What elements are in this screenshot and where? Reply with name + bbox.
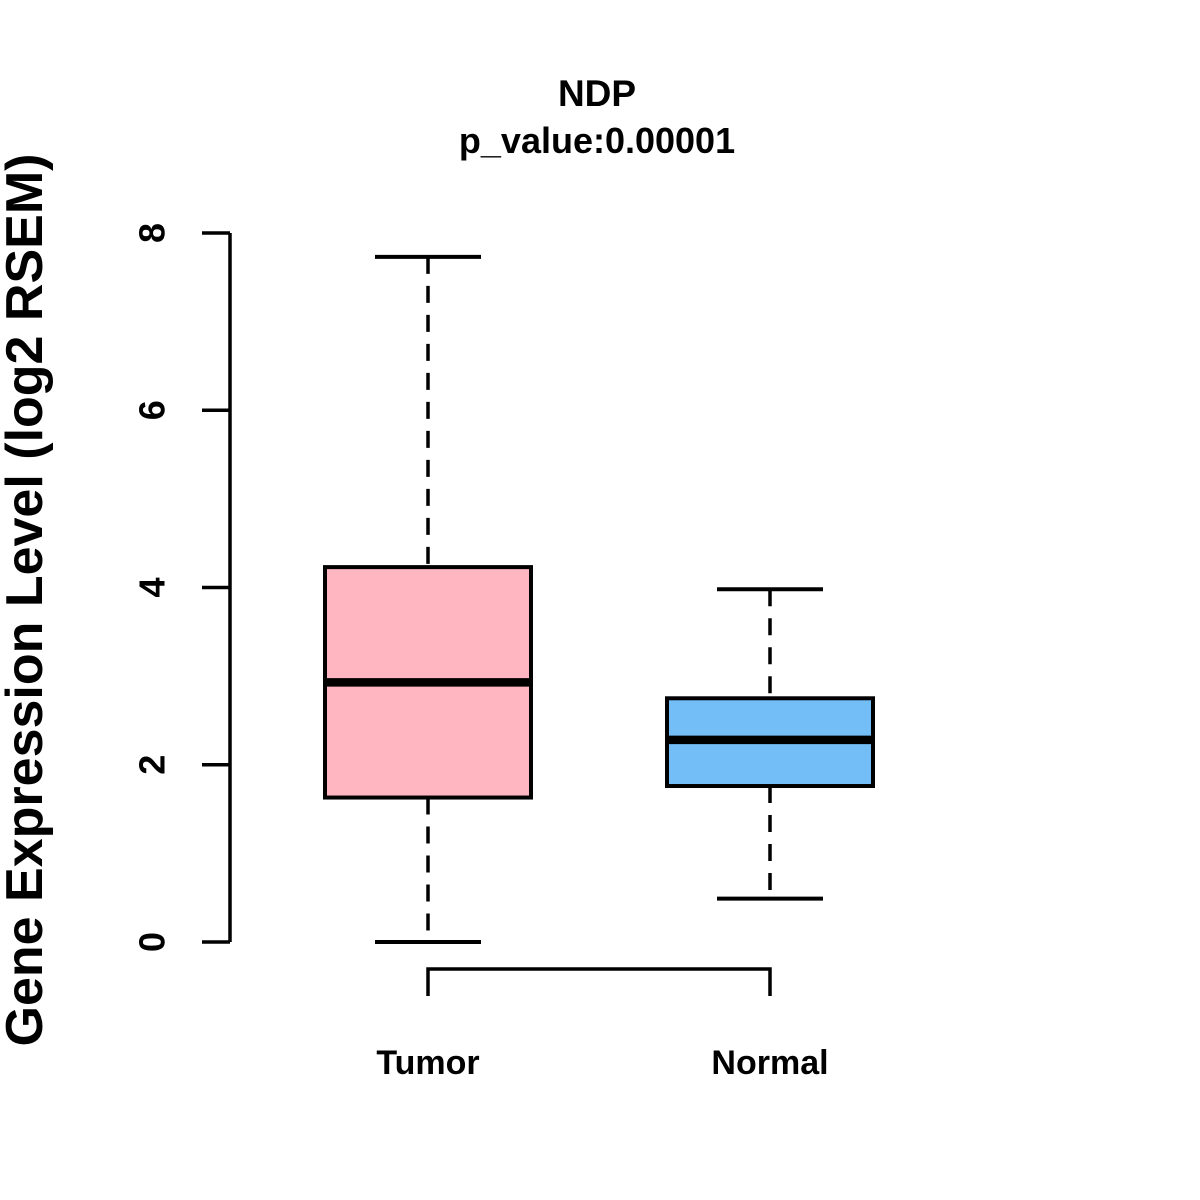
group-label-normal: Normal (711, 1044, 828, 1082)
y-axis-tick-label: 0 (132, 932, 173, 952)
y-axis-tick-label: 8 (132, 223, 173, 243)
x-axis-bracket (426, 967, 772, 996)
chart-subtitle: p_value:0.00001 (459, 120, 735, 161)
boxplot-normal (665, 587, 875, 901)
x-axis-bracket-path (426, 967, 772, 996)
y-axis-label: Gene Expression Level (log2 RSEM) (0, 154, 54, 1047)
group-label-tumor: Tumor (376, 1044, 479, 1082)
y-axis-tick-label: 2 (132, 755, 173, 775)
y-axis: 0 2 4 6 8 (132, 223, 232, 952)
chart-title: NDP (558, 73, 636, 114)
y-axis-tick-label: 4 (132, 577, 173, 597)
y-axis-tick-label: 6 (132, 400, 173, 420)
boxplot-tumor (323, 254, 533, 944)
boxplot-groups (323, 254, 875, 944)
